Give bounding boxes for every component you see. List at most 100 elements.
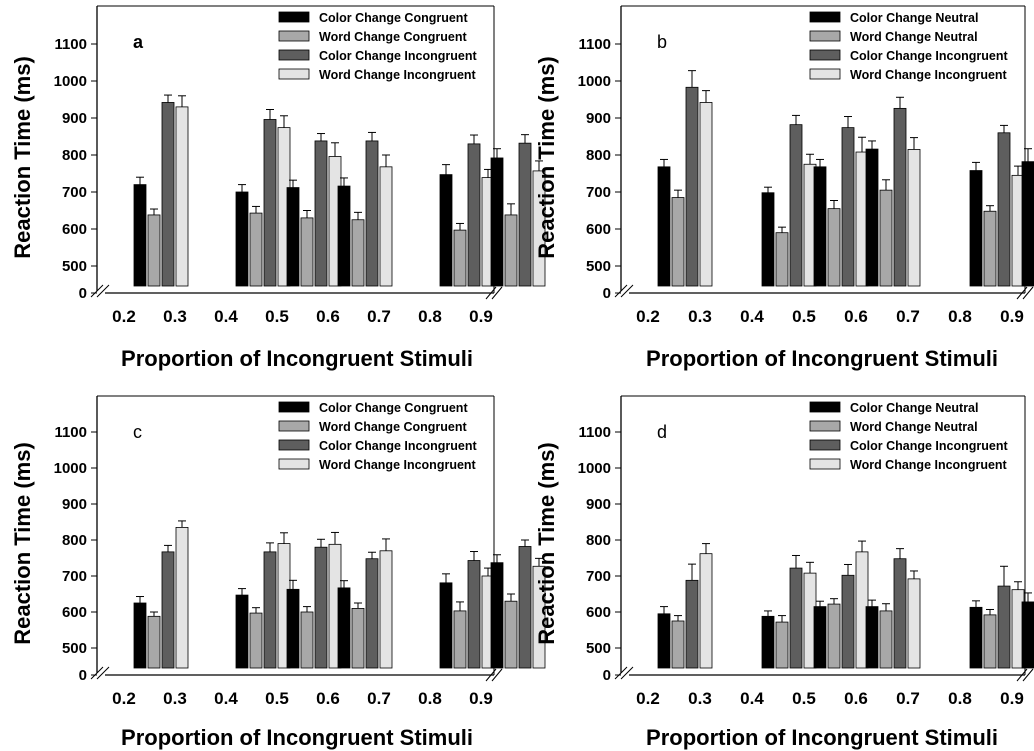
bar bbox=[175, 106, 189, 287]
bar bbox=[467, 560, 481, 669]
legend-swatch bbox=[278, 49, 310, 61]
bar bbox=[893, 558, 907, 669]
y-tick-label: 900 bbox=[62, 496, 87, 513]
legend-label: Word Change Neutral bbox=[850, 30, 978, 44]
y-tick-label: 1100 bbox=[578, 424, 611, 441]
bar bbox=[249, 612, 263, 669]
bar bbox=[147, 615, 161, 669]
bar bbox=[490, 562, 504, 669]
y-tick-label: 600 bbox=[62, 221, 87, 238]
bar bbox=[504, 214, 518, 287]
y-tick-label: 0 bbox=[79, 285, 87, 302]
y-tick-label: 900 bbox=[62, 110, 87, 127]
x-tick-label: 0.6 bbox=[316, 689, 340, 708]
x-tick-label: 0.6 bbox=[844, 689, 868, 708]
x-tick-label: 0.2 bbox=[112, 307, 136, 326]
bar bbox=[453, 610, 467, 669]
y-tick-label: 800 bbox=[62, 532, 87, 549]
y-tick-label: 800 bbox=[62, 147, 87, 164]
y-tick-label: 500 bbox=[586, 640, 611, 657]
bar bbox=[969, 606, 983, 669]
axis-break-mark bbox=[614, 284, 628, 298]
bar bbox=[263, 119, 277, 287]
y-tick-label: 700 bbox=[62, 184, 87, 201]
legend-swatch bbox=[278, 68, 310, 80]
bar bbox=[685, 86, 699, 287]
y-tick-label: 500 bbox=[586, 258, 611, 275]
panel-letter: b bbox=[657, 32, 667, 52]
y-tick-label: 900 bbox=[586, 110, 611, 127]
x-tick-label: 0.3 bbox=[163, 689, 187, 708]
bar bbox=[351, 219, 365, 287]
legend-swatch bbox=[809, 439, 841, 451]
y-tick-label: 1100 bbox=[54, 424, 87, 441]
bar bbox=[518, 142, 532, 287]
y-tick-label: 700 bbox=[62, 568, 87, 585]
bar bbox=[235, 594, 249, 669]
bar bbox=[997, 585, 1011, 669]
x-tick-label: 0.4 bbox=[740, 689, 764, 708]
y-tick-label: 500 bbox=[62, 640, 87, 657]
y-tick-label: 0 bbox=[79, 667, 87, 684]
bar bbox=[518, 546, 532, 669]
x-tick-label: 0.7 bbox=[367, 689, 391, 708]
y-tick-label: 1000 bbox=[54, 73, 87, 90]
y-tick-label: 600 bbox=[586, 221, 611, 238]
bar bbox=[699, 102, 713, 287]
bar bbox=[365, 558, 379, 669]
legend-swatch bbox=[278, 401, 310, 413]
bar bbox=[263, 551, 277, 669]
axis-break-mark bbox=[96, 284, 110, 298]
y-tick-label: 1000 bbox=[578, 73, 611, 90]
legend-label: Word Change Congruent bbox=[319, 420, 468, 434]
y-tick-label: 1000 bbox=[54, 460, 87, 477]
bar bbox=[490, 157, 504, 287]
x-axis-title: Proportion of Incongruent Stimuli bbox=[121, 346, 473, 371]
y-tick-label: 1000 bbox=[578, 460, 611, 477]
x-tick-label: 0.2 bbox=[636, 307, 660, 326]
legend-label: Color Change Congruent bbox=[319, 11, 468, 25]
legend-swatch bbox=[809, 420, 841, 432]
bar bbox=[761, 615, 775, 669]
axis-break-mark bbox=[1016, 286, 1028, 300]
legend-label: Color Change Neutral bbox=[850, 401, 979, 415]
bar bbox=[133, 184, 147, 287]
axis-break-mark bbox=[485, 668, 497, 682]
bar bbox=[893, 107, 907, 287]
legend-label: Word Change Incongruent bbox=[850, 68, 1008, 82]
x-tick-label: 0.9 bbox=[469, 307, 493, 326]
axis-break-mark bbox=[491, 668, 503, 682]
x-tick-label: 0.7 bbox=[896, 307, 920, 326]
bar bbox=[133, 602, 147, 669]
bar bbox=[761, 192, 775, 287]
bar bbox=[813, 606, 827, 669]
bar bbox=[439, 582, 453, 669]
x-tick-label: 0.8 bbox=[948, 689, 972, 708]
x-tick-label: 0.6 bbox=[844, 307, 868, 326]
legend-label: Word Change Incongruent bbox=[319, 68, 477, 82]
x-tick-label: 0.6 bbox=[316, 307, 340, 326]
bar bbox=[997, 132, 1011, 287]
bar bbox=[813, 166, 827, 287]
legend-swatch bbox=[809, 30, 841, 42]
y-tick-label: 0 bbox=[603, 285, 611, 302]
y-axis-title: Reaction Time (ms) bbox=[534, 442, 559, 645]
axis-break-mark bbox=[491, 286, 503, 300]
bar bbox=[175, 527, 189, 669]
x-tick-label: 0.9 bbox=[1000, 307, 1024, 326]
axis-break-mark bbox=[1016, 668, 1028, 682]
x-tick-label: 0.7 bbox=[367, 307, 391, 326]
legend-label: Color Change Incongruent bbox=[319, 439, 477, 453]
bar bbox=[439, 174, 453, 287]
bar bbox=[249, 212, 263, 287]
x-tick-label: 0.4 bbox=[214, 689, 238, 708]
bar bbox=[161, 102, 175, 287]
bar bbox=[286, 187, 300, 287]
bar bbox=[300, 611, 314, 669]
legend-label: Color Change Incongruent bbox=[319, 49, 477, 63]
x-tick-label: 0.3 bbox=[688, 689, 712, 708]
legend-label: Color Change Neutral bbox=[850, 11, 979, 25]
bar bbox=[453, 229, 467, 287]
bar bbox=[504, 600, 518, 669]
